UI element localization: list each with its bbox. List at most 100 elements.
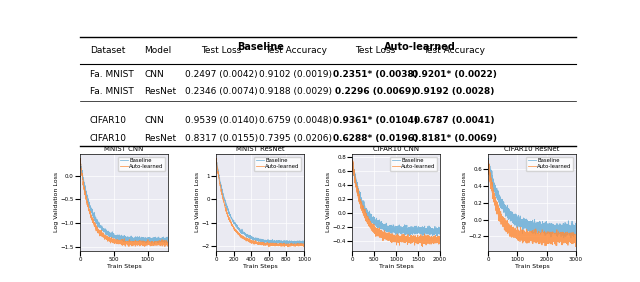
Auto-learned — [78, 174, 86, 177]
Baseline — [434, 230, 442, 233]
X-axis label: Train Steps: Train Steps — [106, 264, 141, 269]
Auto-learned — [391, 234, 399, 237]
Baseline — [570, 227, 578, 230]
Baseline — [273, 240, 280, 244]
Baseline — [406, 234, 413, 237]
Auto-learned — [76, 158, 84, 161]
Auto-learned — [282, 242, 290, 246]
Text: Model: Model — [145, 46, 172, 55]
Baseline — [388, 229, 396, 232]
Auto-learned — [248, 239, 255, 243]
Baseline — [300, 241, 308, 244]
Text: 0.9188 (0.0029): 0.9188 (0.0029) — [259, 87, 332, 96]
Baseline — [353, 182, 360, 185]
Text: 0.9539 (0.0140): 0.9539 (0.0140) — [185, 116, 258, 125]
Text: 0.2296 (0.0069): 0.2296 (0.0069) — [335, 87, 415, 96]
Text: CIFAR10: CIFAR10 — [90, 116, 127, 125]
X-axis label: Train Steps: Train Steps — [379, 264, 413, 269]
Y-axis label: Log Validation Loss: Log Validation Loss — [462, 172, 467, 232]
Baseline — [212, 158, 220, 161]
Baseline — [126, 236, 134, 240]
Legend: Baseline, Auto-learned: Baseline, Auto-learned — [526, 157, 573, 171]
Text: CNN: CNN — [145, 70, 164, 79]
Auto-learned — [76, 157, 84, 160]
Auto-learned — [284, 245, 291, 248]
Auto-learned — [161, 245, 169, 248]
Text: 0.2351* (0.0038): 0.2351* (0.0038) — [333, 70, 417, 79]
Y-axis label: Log Validation Loss: Log Validation Loss — [54, 172, 59, 232]
Auto-learned — [522, 240, 529, 244]
Baseline — [281, 239, 289, 243]
Baseline — [484, 157, 492, 160]
Baseline — [77, 162, 84, 166]
Text: 0.6787 (0.0041): 0.6787 (0.0041) — [414, 116, 495, 125]
Auto-learned — [353, 188, 360, 191]
Baseline — [155, 240, 163, 243]
Auto-learned — [484, 159, 492, 162]
Text: 0.8317 (0.0155): 0.8317 (0.0155) — [185, 134, 258, 143]
Auto-learned — [212, 157, 220, 160]
Auto-learned — [273, 243, 280, 246]
Auto-learned — [221, 206, 229, 209]
Text: 0.7395 (0.0206): 0.7395 (0.0206) — [259, 134, 332, 143]
Title: MNIST CNN: MNIST CNN — [104, 146, 143, 152]
Text: 0.9102 (0.0019): 0.9102 (0.0019) — [259, 70, 332, 79]
Auto-learned — [115, 238, 123, 242]
Text: Fa. MNIST: Fa. MNIST — [90, 70, 134, 79]
Line: Baseline: Baseline — [80, 158, 168, 243]
Baseline — [251, 237, 259, 240]
Auto-learned — [572, 245, 579, 248]
Auto-learned — [495, 209, 502, 212]
Y-axis label: Log Validation Loss: Log Validation Loss — [326, 172, 331, 232]
Baseline — [115, 235, 123, 239]
Text: 0.6759 (0.0048): 0.6759 (0.0048) — [259, 116, 332, 125]
Baseline — [287, 243, 295, 246]
X-axis label: Train Steps: Train Steps — [243, 264, 277, 269]
Auto-learned — [348, 158, 356, 161]
Auto-learned — [126, 242, 134, 245]
Line: Auto-learned: Auto-learned — [352, 160, 440, 246]
Auto-learned — [281, 243, 289, 246]
Auto-learned — [388, 235, 396, 238]
Title: CIFAR10 ResNet: CIFAR10 ResNet — [504, 146, 560, 152]
Legend: Baseline, Auto-learned: Baseline, Auto-learned — [390, 157, 437, 171]
Text: ResNet: ResNet — [145, 87, 177, 96]
Baseline — [567, 236, 575, 240]
Line: Baseline: Baseline — [488, 158, 576, 238]
Auto-learned — [164, 242, 172, 246]
Text: Fa. MNIST: Fa. MNIST — [90, 87, 134, 96]
Baseline — [495, 194, 502, 198]
Baseline — [436, 226, 444, 230]
Text: Test Loss: Test Loss — [201, 46, 241, 55]
Auto-learned — [518, 228, 525, 232]
Text: Test Accuracy: Test Accuracy — [265, 46, 327, 55]
Baseline — [348, 157, 356, 160]
Baseline — [484, 164, 492, 167]
Text: 0.9361* (0.0104): 0.9361* (0.0104) — [333, 116, 418, 125]
Baseline — [500, 209, 508, 212]
Auto-learned — [561, 234, 569, 238]
Auto-learned — [417, 236, 425, 239]
Text: 0.9201* (0.0022): 0.9201* (0.0022) — [412, 70, 497, 79]
Auto-learned — [484, 168, 492, 171]
Baseline — [76, 157, 84, 160]
Title: MNIST ResNet: MNIST ResNet — [236, 146, 284, 152]
Text: Test Accuracy: Test Accuracy — [424, 46, 486, 55]
Baseline — [131, 238, 138, 242]
Line: Baseline: Baseline — [352, 158, 440, 235]
Line: Baseline: Baseline — [216, 158, 304, 244]
Auto-learned — [570, 233, 578, 236]
Baseline — [282, 239, 290, 243]
Text: CIFAR10: CIFAR10 — [90, 134, 127, 143]
Title: CIFAR10 CNN: CIFAR10 CNN — [373, 146, 419, 152]
Text: CNN: CNN — [145, 116, 164, 125]
Line: Auto-learned: Auto-learned — [216, 158, 304, 246]
Baseline — [150, 242, 158, 245]
Legend: Baseline, Auto-learned: Baseline, Auto-learned — [254, 157, 301, 171]
Auto-learned — [348, 161, 356, 165]
Auto-learned — [500, 221, 508, 225]
Baseline — [518, 221, 525, 224]
Line: Auto-learned: Auto-learned — [488, 160, 576, 246]
Baseline — [348, 159, 356, 163]
Auto-learned — [77, 162, 84, 166]
